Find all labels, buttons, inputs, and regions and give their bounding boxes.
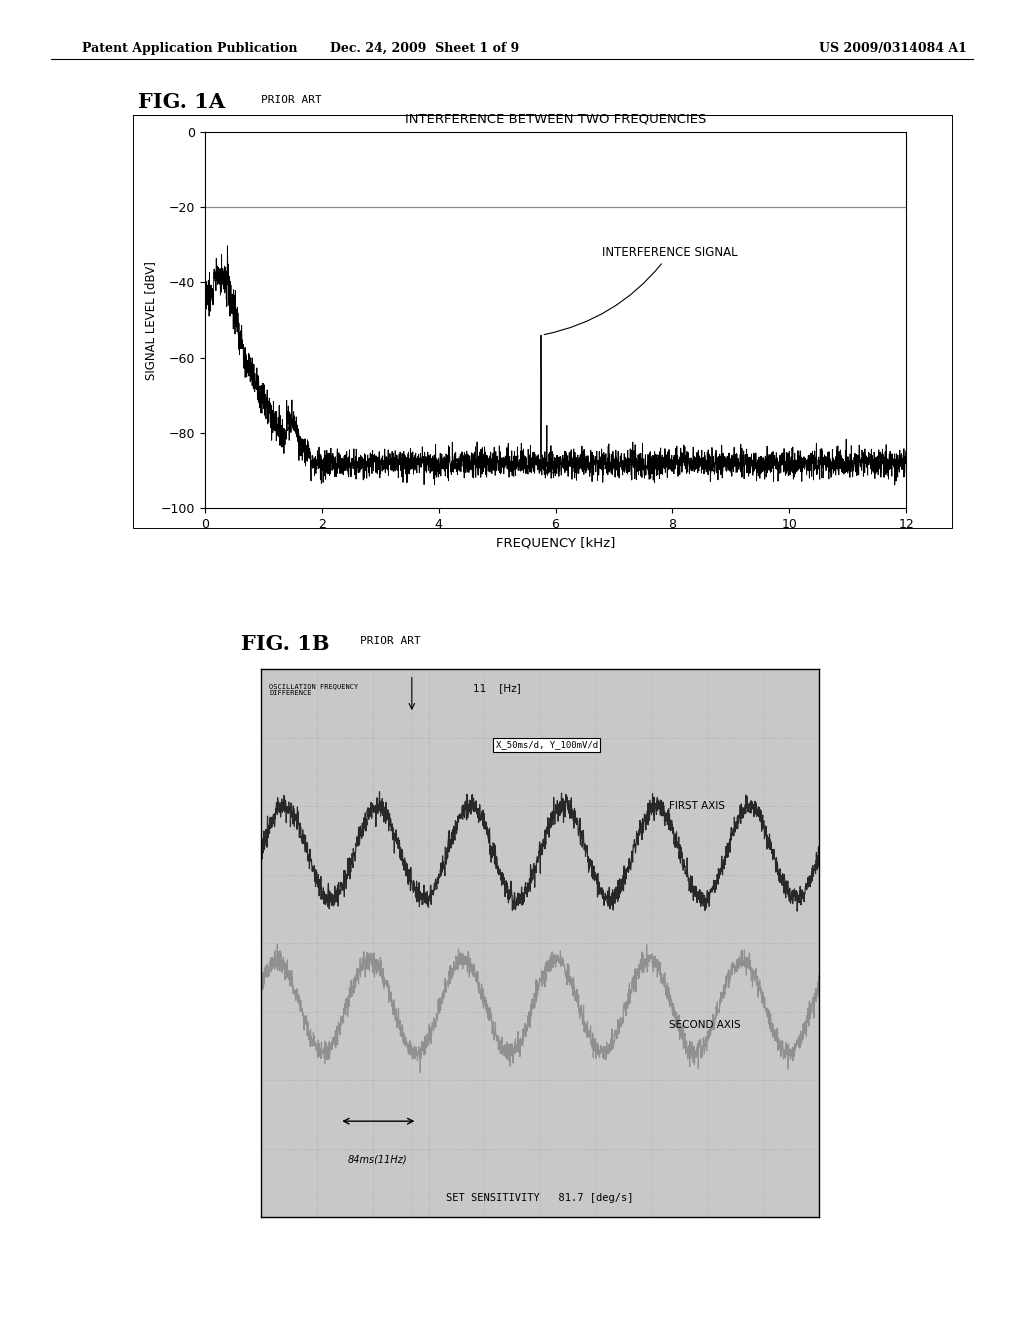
Text: SECOND AXIS: SECOND AXIS bbox=[669, 1020, 740, 1031]
Title: INTERFERENCE BETWEEN TWO FREQUENCIES: INTERFERENCE BETWEEN TWO FREQUENCIES bbox=[404, 112, 707, 125]
Text: INTERFERENCE SIGNAL: INTERFERENCE SIGNAL bbox=[544, 246, 738, 334]
Text: OSCILLATION FREQUENCY
DIFFERENCE: OSCILLATION FREQUENCY DIFFERENCE bbox=[269, 682, 358, 697]
Text: Dec. 24, 2009  Sheet 1 of 9: Dec. 24, 2009 Sheet 1 of 9 bbox=[331, 42, 519, 55]
Text: Patent Application Publication: Patent Application Publication bbox=[82, 42, 297, 55]
Text: PRIOR ART: PRIOR ART bbox=[261, 95, 322, 106]
Text: US 2009/0314084 A1: US 2009/0314084 A1 bbox=[819, 42, 967, 55]
Text: PRIOR ART: PRIOR ART bbox=[360, 636, 421, 647]
Text: FIG. 1A: FIG. 1A bbox=[138, 92, 225, 112]
Text: X_50ms/d, Y_100mV/d: X_50ms/d, Y_100mV/d bbox=[496, 741, 598, 750]
Text: SET SENSITIVITY   81.7 [deg/s]: SET SENSITIVITY 81.7 [deg/s] bbox=[446, 1193, 634, 1204]
Text: 11    [Hz]: 11 [Hz] bbox=[473, 682, 521, 693]
Text: FIG. 1B: FIG. 1B bbox=[241, 634, 329, 653]
Y-axis label: SIGNAL LEVEL [dBV]: SIGNAL LEVEL [dBV] bbox=[143, 260, 157, 380]
X-axis label: FREQUENCY [kHz]: FREQUENCY [kHz] bbox=[496, 536, 615, 549]
Text: 84ms(11Hz): 84ms(11Hz) bbox=[347, 1155, 408, 1164]
Text: FIRST AXIS: FIRST AXIS bbox=[669, 801, 725, 812]
